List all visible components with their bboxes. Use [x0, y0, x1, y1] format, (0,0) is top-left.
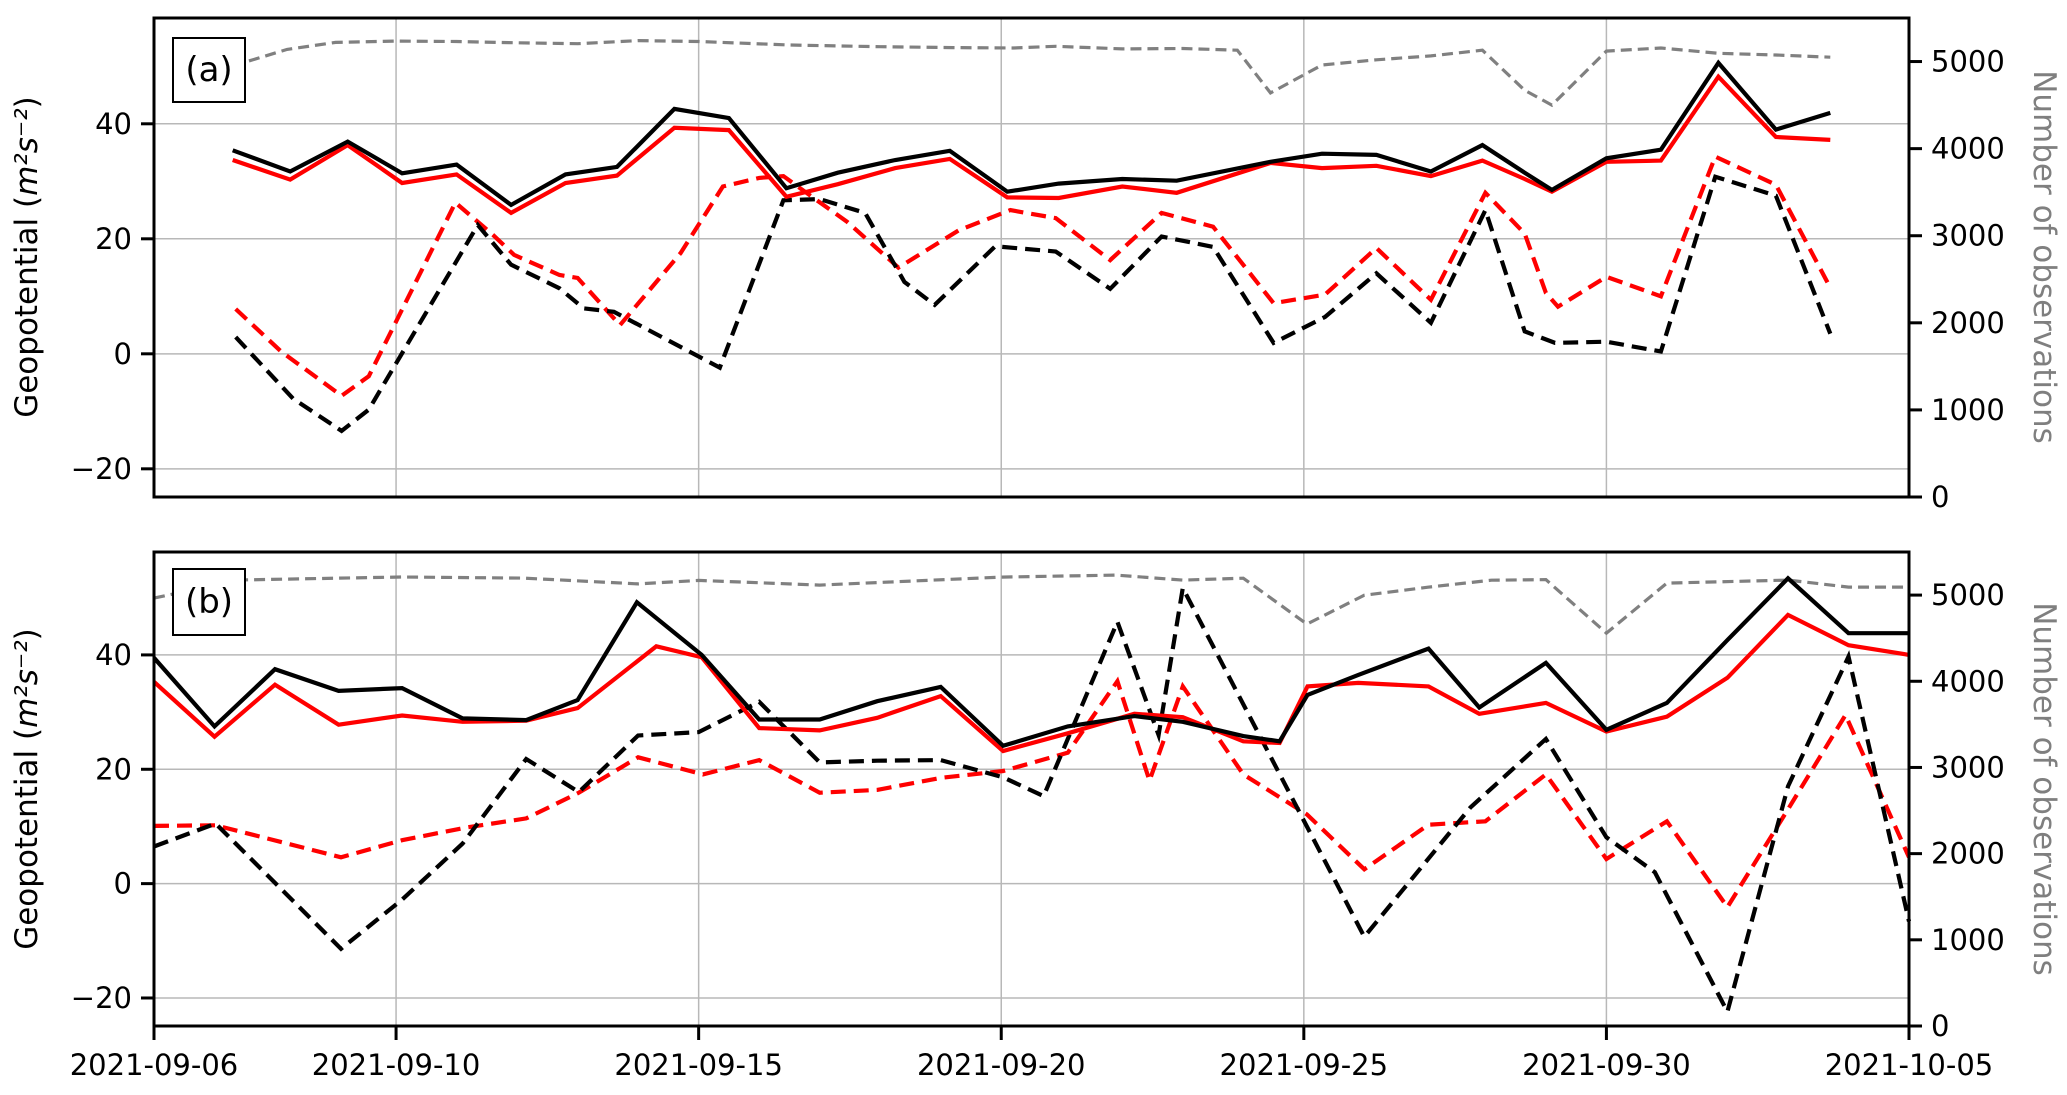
tick-label-right: 5000: [1931, 578, 2005, 612]
y-axis-title-right-panel-a: Number of observations: [2026, 70, 2062, 444]
tick-label-left: 20: [95, 222, 132, 256]
tick-label-right: 2000: [1931, 306, 2005, 340]
tick-label-right: 3000: [1931, 750, 2005, 784]
series-dashed-black: [234, 174, 1833, 434]
series-dashed-black: [153, 581, 1912, 1018]
x-tick-label: 2021-09-15: [614, 1048, 783, 1082]
tick-label-right: 2000: [1931, 837, 2005, 871]
series-observations-gray-dashed: [153, 573, 1909, 636]
tick-label-left: 40: [95, 638, 132, 672]
y-axis-title-left-panel-b: Geopotential (m²s⁻²): [9, 628, 45, 950]
series-dashed-red: [234, 153, 1833, 399]
x-tick-label: 2021-09-06: [70, 1048, 239, 1082]
x-tick-label: 2021-09-10: [312, 1048, 481, 1082]
x-tick-label: 2021-09-20: [917, 1048, 1086, 1082]
x-tick-label: 2021-10-05: [1825, 1048, 1994, 1082]
tick-label-right: 4000: [1931, 132, 2005, 166]
y-axis-title-left-panel-a: Geopotential (m²s⁻²): [9, 96, 45, 418]
tick-label-right: 4000: [1931, 664, 2005, 698]
y-axis-title-right-panel-b: Number of observations: [2026, 602, 2062, 976]
panel-b-label: (b): [172, 568, 246, 636]
x-tick-label: 2021-09-25: [1220, 1048, 1389, 1082]
x-tick-label: 2021-09-30: [1522, 1048, 1691, 1082]
series-solid-red: [232, 73, 1831, 216]
tick-label-right: 1000: [1931, 393, 2005, 427]
tick-label-left: −20: [71, 452, 132, 486]
tick-label-left: 40: [95, 107, 132, 141]
tick-label-right: 0: [1931, 1009, 1949, 1043]
tick-label-right: 0: [1931, 480, 1949, 514]
tick-label-right: 1000: [1931, 923, 2005, 957]
series-observations-gray-dashed: [232, 38, 1831, 108]
series-solid-black: [152, 575, 1909, 749]
series-solid-red: [152, 612, 1910, 754]
tick-label-left: −20: [71, 981, 132, 1015]
tick-label-left: 0: [114, 337, 132, 371]
series-dashed-red: [153, 676, 1911, 911]
panel-border: [152, 16, 1911, 499]
tick-label-right: 3000: [1931, 219, 2005, 253]
tick-label-left: 0: [114, 867, 132, 901]
panel-a-label: (a): [172, 37, 246, 103]
tick-label-right: 5000: [1931, 45, 2005, 79]
tick-label-left: 20: [95, 752, 132, 786]
series-solid-black: [231, 59, 1831, 208]
panel-border: [152, 550, 1911, 1028]
